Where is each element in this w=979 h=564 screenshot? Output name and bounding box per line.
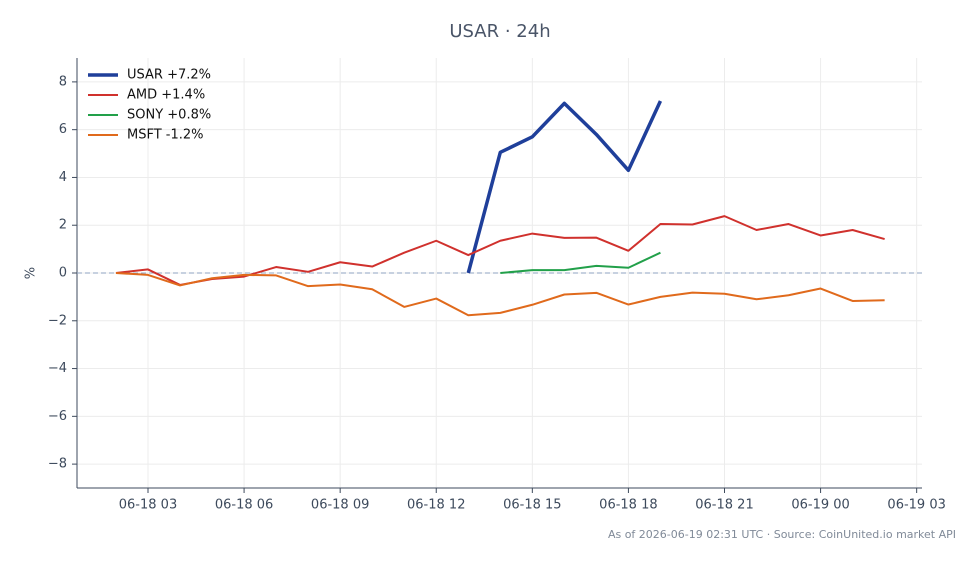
- x-tick-label: 06-18 21: [695, 498, 753, 513]
- legend-label: MSFT -1.2%: [127, 128, 204, 143]
- chart-title: USAR · 24h: [449, 21, 550, 42]
- series-line: [466, 100, 663, 274]
- y-axis-label: %: [24, 267, 39, 279]
- legend-label: AMD +1.4%: [127, 88, 205, 103]
- y-tick-label: 0: [59, 266, 67, 281]
- y-tick-label: 6: [59, 122, 67, 137]
- x-tick-label: 06-18 12: [407, 498, 465, 513]
- y-tick-label: 8: [59, 74, 67, 89]
- x-tick-label: 06-18 18: [599, 498, 657, 513]
- legend-label: USAR +7.2%: [127, 68, 211, 83]
- series-line: [115, 215, 885, 286]
- series-line: [115, 272, 885, 317]
- x-tick-label: 06-18 06: [215, 498, 273, 513]
- y-tick-label: −8: [48, 457, 67, 472]
- x-tick-label: 06-18 15: [503, 498, 561, 513]
- series-line: [500, 251, 661, 274]
- y-tick-label: 2: [59, 218, 67, 233]
- y-tick-label: −2: [48, 313, 67, 328]
- x-tick-label: 06-18 09: [311, 498, 369, 513]
- x-tick-label: 06-18 03: [119, 498, 177, 513]
- legend-label: SONY +0.8%: [127, 108, 211, 123]
- y-tick-label: −4: [48, 361, 67, 376]
- x-tick-label: 06-19 03: [887, 498, 945, 513]
- source-note: As of 2026-06-19 02:31 UTC · Source: Coi…: [608, 528, 956, 541]
- x-tick-label: 06-19 00: [791, 498, 849, 513]
- y-tick-label: −6: [48, 409, 67, 424]
- y-tick-label: 4: [59, 170, 67, 185]
